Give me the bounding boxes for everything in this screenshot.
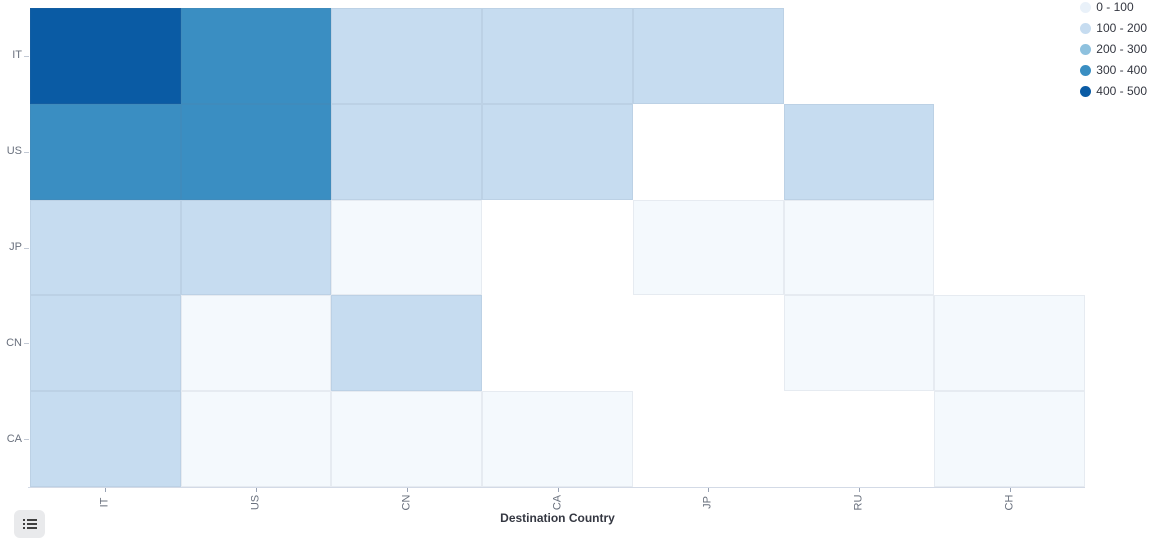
heatmap-cell[interactable] <box>180 391 332 487</box>
x-axis-title: Destination Country <box>500 511 615 525</box>
y-axis-tick-label: JP <box>9 241 22 253</box>
y-axis-tick-label: IT <box>12 49 22 62</box>
y-axis-tick <box>24 247 29 249</box>
heatmap-grid <box>30 8 1085 487</box>
legend-label: 400 - 500 <box>1096 84 1147 99</box>
legend-dot-icon <box>1080 22 1092 34</box>
legend-dot-icon <box>1080 43 1092 55</box>
heatmap-cell <box>482 295 633 392</box>
y-axis-tick <box>24 55 29 57</box>
legend-dot-icon <box>1080 64 1092 76</box>
heatmap-cell[interactable] <box>783 103 935 200</box>
heatmap-cell <box>783 8 935 104</box>
heatmap-cell[interactable] <box>180 103 332 200</box>
heatmap-cell <box>934 199 1085 296</box>
heatmap-cell[interactable] <box>331 8 483 104</box>
legend-item[interactable]: 0 - 100 <box>1080 0 1134 15</box>
x-axis-tick <box>406 488 408 492</box>
heatmap-cell <box>934 103 1085 200</box>
legend-dot-icon <box>1080 1 1092 13</box>
y-axis-tick <box>24 439 29 441</box>
x-axis-tick <box>557 488 559 492</box>
heatmap-cell[interactable] <box>30 391 181 487</box>
heatmap-cell[interactable] <box>632 199 784 296</box>
x-axis-tick <box>858 488 860 492</box>
heatmap-cell[interactable] <box>30 8 181 104</box>
heatmap-cell <box>783 391 935 487</box>
heatmap-cell[interactable] <box>783 199 935 296</box>
legend-item[interactable]: 200 - 300 <box>1080 43 1147 56</box>
legend-item[interactable]: 300 - 400 <box>1080 64 1147 77</box>
x-axis-tick <box>256 488 258 492</box>
heatmap-cell[interactable] <box>331 103 483 200</box>
heatmap-cell[interactable] <box>331 391 483 487</box>
legend-toggle-button[interactable] <box>14 510 45 538</box>
x-axis-line <box>28 487 1085 488</box>
x-axis-tick <box>708 488 710 492</box>
heatmap-cell[interactable] <box>30 103 181 200</box>
y-axis-tick-label: US <box>6 145 22 158</box>
heatmap-cell[interactable] <box>482 8 633 104</box>
heatmap-cell[interactable] <box>632 8 784 104</box>
legend-dot-icon <box>1080 85 1092 97</box>
heatmap-cell <box>632 103 784 200</box>
x-axis-tick <box>1009 488 1011 492</box>
heatmap-cell[interactable] <box>180 8 332 104</box>
heatmap-cell <box>632 391 784 487</box>
legend-item[interactable]: 400 - 500 <box>1080 85 1147 98</box>
legend: 0 - 100 100 - 200 200 - 300 300 - 400 400 - … <box>1080 1 1147 98</box>
list-icon <box>22 519 37 529</box>
x-axis-tick <box>105 488 107 492</box>
heatmap-cell[interactable] <box>482 391 633 487</box>
legend-label: 0 - 100 <box>1096 0 1134 15</box>
heatmap-cell[interactable] <box>783 295 935 392</box>
heatmap-cell <box>934 8 1085 104</box>
y-axis-tick <box>24 343 29 345</box>
heatmap-cell[interactable] <box>331 295 483 392</box>
heatmap-cell[interactable] <box>482 103 633 200</box>
legend-label: 100 - 200 <box>1096 21 1147 36</box>
heatmap-cell[interactable] <box>30 199 181 296</box>
heatmap-cell[interactable] <box>180 295 332 392</box>
legend-label: 300 - 400 <box>1096 63 1147 78</box>
legend-label: 200 - 300 <box>1096 42 1147 57</box>
heatmap-cell <box>482 199 633 296</box>
heatmap-cell[interactable] <box>30 295 181 392</box>
y-axis-tick-label: CA <box>6 432 22 445</box>
heatmap-cell[interactable] <box>331 199 483 296</box>
y-axis-tick-label: CN <box>6 336 22 349</box>
y-axis-tick <box>24 151 29 153</box>
heatmap-cell <box>632 295 784 392</box>
heatmap-cell[interactable] <box>934 295 1085 392</box>
heatmap-cell[interactable] <box>180 199 332 296</box>
heatmap-cell[interactable] <box>934 391 1085 487</box>
legend-item[interactable]: 100 - 200 <box>1080 22 1147 35</box>
